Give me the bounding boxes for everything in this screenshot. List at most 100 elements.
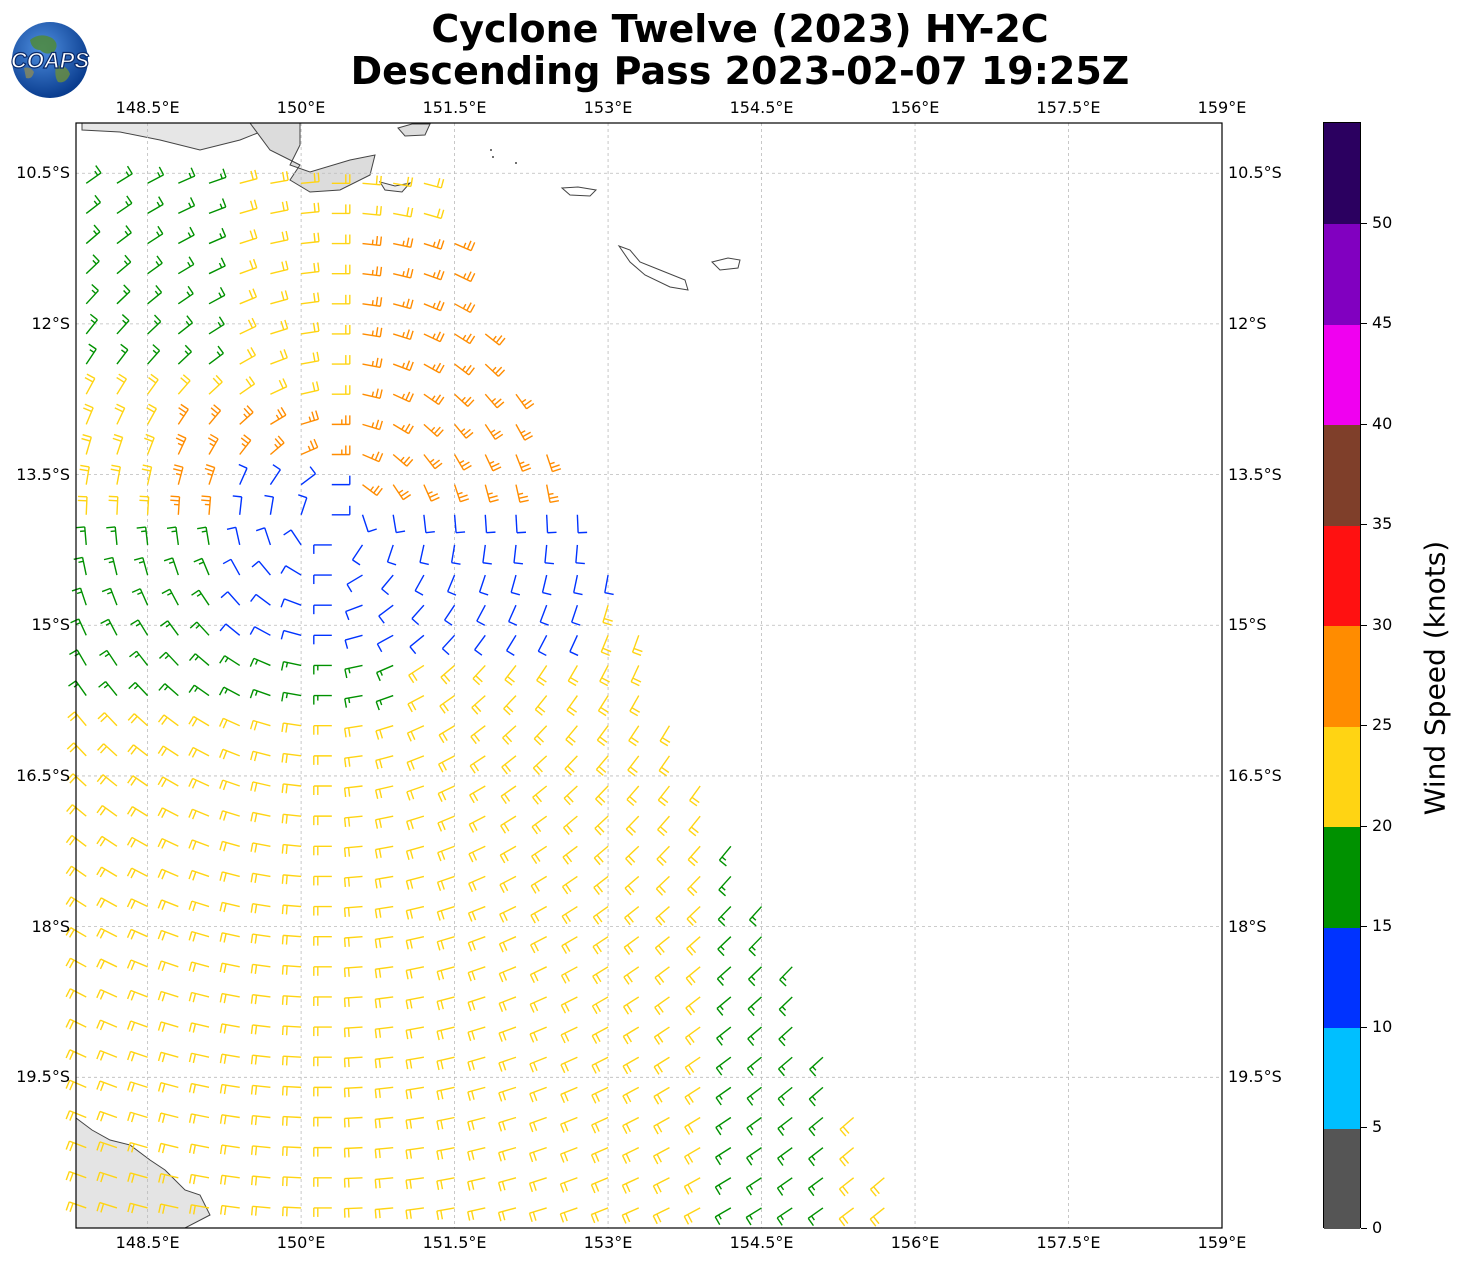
wind-barb <box>393 268 414 279</box>
wind-barb <box>504 665 517 686</box>
wind-barb <box>219 1144 240 1155</box>
wind-barb <box>689 785 701 807</box>
wind-barb <box>747 996 763 1017</box>
wind-barb <box>96 897 118 908</box>
wind-barb <box>65 1018 87 1030</box>
wind-barb <box>300 351 320 365</box>
wind-barb <box>343 1056 363 1068</box>
wind-barb <box>100 618 118 636</box>
wind-barb <box>362 327 383 338</box>
wind-barb <box>313 935 332 946</box>
wind-barb <box>239 434 252 455</box>
wind-barb <box>270 230 289 245</box>
wind-barb <box>250 781 271 792</box>
wind-barb <box>683 1147 701 1165</box>
wind-barb <box>777 1147 793 1166</box>
wind-barb <box>281 934 302 945</box>
wind-barb <box>344 634 363 649</box>
lon-label-bottom: 156°E <box>890 1233 940 1252</box>
wind-barb <box>718 845 732 867</box>
wind-barb <box>173 464 184 485</box>
wind-barb <box>484 363 506 377</box>
wind-barb <box>281 1115 302 1126</box>
wind-barb <box>193 557 210 576</box>
wind-barb <box>595 755 609 776</box>
wind-barb <box>313 634 332 645</box>
colorbar-segment <box>1324 223 1360 325</box>
wind-barb <box>188 900 210 912</box>
wind-barb <box>166 526 180 546</box>
wind-barb <box>97 712 118 727</box>
wind-barb <box>484 454 502 472</box>
wind-barb <box>510 574 521 596</box>
colorbar-tick <box>1361 1127 1367 1129</box>
wind-barb <box>129 650 149 666</box>
wind-barb <box>313 815 332 826</box>
wind-barb <box>362 296 383 307</box>
wind-barb <box>157 807 179 819</box>
wind-barb <box>343 996 363 1008</box>
wind-barb <box>684 1026 701 1046</box>
wind-barb <box>188 808 210 820</box>
wind-barb <box>343 1146 363 1158</box>
wind-barb <box>436 1086 455 1101</box>
lon-label-bottom: 157.5°E <box>1036 1233 1101 1252</box>
wind-barb <box>157 1051 179 1063</box>
wind-barb <box>281 843 302 854</box>
lat-label-left: 16.5°S <box>16 765 70 785</box>
wind-barb <box>529 1056 547 1073</box>
wind-barb <box>250 963 271 974</box>
colorbar-segment <box>1324 826 1360 928</box>
colorbar-tick <box>1361 323 1367 325</box>
wind-barb <box>208 257 226 275</box>
wind-barb <box>250 872 271 884</box>
wind-barb <box>748 906 763 927</box>
wind-barb <box>219 748 240 760</box>
wind-barb <box>454 240 476 252</box>
wind-barb <box>622 1026 640 1045</box>
wind-barb <box>222 558 241 576</box>
colorbar-segment <box>1324 625 1360 727</box>
wind-barb <box>75 526 87 545</box>
wind-barb <box>515 393 535 410</box>
wind-barb <box>528 1146 547 1163</box>
wind-barb <box>313 544 332 554</box>
wind-barb <box>250 593 271 606</box>
wind-barb <box>498 1026 517 1042</box>
wind-barb <box>515 514 527 534</box>
wind-barb <box>101 587 118 606</box>
wind-barb <box>313 1177 332 1187</box>
wind-barb <box>838 1207 855 1227</box>
wind-barb <box>454 302 476 314</box>
wind-barb <box>687 845 701 867</box>
wind-barb <box>301 262 320 275</box>
wind-barb <box>541 574 552 596</box>
wind-barb <box>530 936 547 954</box>
wind-barb <box>594 815 609 836</box>
wind-barb <box>343 815 363 828</box>
wind-barb <box>250 993 271 1005</box>
wind-barb <box>343 875 363 887</box>
wind-barb <box>270 378 288 395</box>
wind-barb <box>405 905 425 920</box>
colorbar-tick-label: 5 <box>1372 1117 1383 1137</box>
wind-barb <box>68 680 87 696</box>
wind-barb <box>331 415 351 426</box>
wind-barb <box>65 1201 87 1212</box>
wind-barb <box>343 1207 363 1218</box>
wind-barb <box>219 810 240 821</box>
wind-barb <box>566 695 578 717</box>
wind-barb <box>567 665 579 687</box>
wind-barb <box>98 681 118 697</box>
wind-barb <box>344 725 363 738</box>
wind-barb <box>467 1207 486 1221</box>
wind-barb <box>560 996 578 1014</box>
wind-barb <box>405 1207 424 1220</box>
wind-barb <box>177 226 195 245</box>
wind-barb <box>746 1056 762 1076</box>
wind-barb <box>498 1146 517 1162</box>
wind-barb <box>423 300 445 312</box>
wind-barb <box>405 966 425 980</box>
wind-barb <box>158 683 179 697</box>
colorbar-tick-label: 20 <box>1372 815 1393 835</box>
